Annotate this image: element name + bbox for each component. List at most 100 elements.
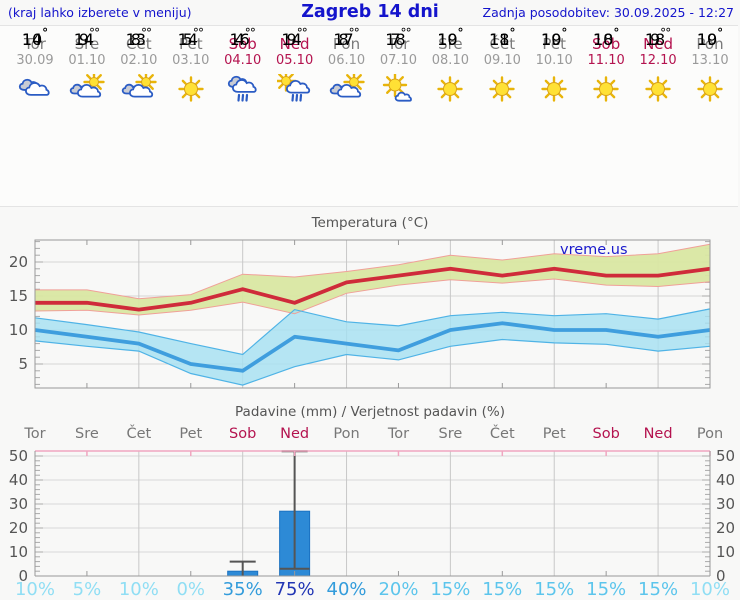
precip-chart-title: Padavine (mm) / Verjetnost padavin (%) [235, 404, 505, 420]
svg-text:10: 10 [9, 321, 28, 339]
min-temp-value: 11° [489, 26, 516, 49]
day-date-label: 09.10 [483, 53, 521, 68]
max-temp-value: 17° [333, 26, 360, 49]
precip-probability-value: 5% [72, 579, 102, 600]
min-temp-value: 10° [541, 26, 568, 49]
day-date-label: 30.09 [16, 53, 54, 68]
rain-icon [215, 74, 271, 106]
svg-text:15: 15 [9, 287, 28, 305]
svg-text:0: 0 [716, 567, 726, 582]
sunny-icon [630, 74, 686, 106]
sunny-icon [526, 74, 582, 106]
max-temp-value: 14° [21, 26, 49, 49]
precip-probability-value: 15% [534, 579, 575, 600]
max-temp-value: 18° [644, 26, 672, 49]
last-update-text: Zadnja posodobitev: 30.09.2025 - 12:27 [482, 5, 734, 20]
precip-day-label: Tor [387, 426, 410, 442]
svg-text:30: 30 [9, 495, 28, 513]
day-name-label: Čet [489, 35, 516, 53]
temperature-chart: 5 10 15 20 vreme.us [9, 239, 711, 389]
max-temp-value: 16° [229, 26, 256, 49]
min-temp-value: 9° [78, 26, 96, 49]
partly-cloudy-icon [111, 71, 167, 106]
max-temp-value: 14° [281, 26, 308, 49]
partly-cloudy-icon [59, 71, 115, 106]
svg-text:10: 10 [716, 543, 735, 561]
day-name-label: Pet [542, 35, 567, 53]
watermark-vreme-us: vreme.us [560, 242, 628, 258]
menu-hint-text: (kraj lahko izberete v meniju) [8, 5, 192, 20]
precip-probability-value: 15% [638, 579, 679, 600]
min-temp-value: 10° [437, 26, 464, 49]
precip-day-label: Pon [333, 426, 360, 442]
svg-text:5: 5 [18, 355, 28, 373]
precip-probability-value: 10% [118, 579, 159, 600]
max-temp-value: 19° [696, 26, 724, 49]
sunny-icon [422, 74, 478, 106]
precip-probability-value: 10% [689, 579, 730, 600]
svg-text:50: 50 [716, 447, 735, 465]
day-date-label: 06.10 [327, 53, 366, 68]
day-date-label: 11.10 [587, 53, 625, 68]
sunny-icon [163, 74, 219, 106]
min-temp-value: 10° [696, 26, 724, 49]
svg-text:20: 20 [9, 519, 28, 537]
day-name-label: Sob [592, 35, 621, 53]
precip-probability-value: 40% [326, 579, 367, 600]
sunny-icon [578, 74, 634, 106]
precip-day-label: Tor [24, 426, 46, 442]
svg-text:40: 40 [716, 471, 735, 489]
sunny-icon [474, 74, 530, 106]
min-temp-value: 10° [592, 26, 620, 49]
precip-probability-value: 35% [222, 579, 263, 600]
precip-day-label: Čet [489, 426, 515, 442]
day-date-label: 07.10 [379, 53, 418, 68]
max-temp-value: 14° [73, 26, 101, 49]
max-temp-value: 19° [437, 26, 464, 49]
svg-text:0: 0 [18, 567, 28, 582]
day-name-label: Sre [438, 35, 463, 53]
day-name-label: Sre [74, 35, 100, 53]
day-date-label: 08.10 [431, 53, 469, 68]
svg-text:20: 20 [9, 253, 28, 271]
temp-chart-title: Temperatura (°C) [311, 215, 429, 231]
min-temp-value: 4° [234, 26, 251, 49]
day-date-label: 02.10 [120, 53, 158, 68]
precipitation-chart: 0 0 10 10 20 20 30 30 40 40 50 50 [9, 447, 735, 582]
precip-probability-value: 15% [430, 579, 471, 600]
precip-day-label: Pet [179, 426, 203, 442]
day-name-label: Sob [228, 35, 257, 53]
svg-text:30: 30 [716, 495, 735, 513]
day-date-label: 12.10 [639, 53, 677, 68]
min-temp-value: 7° [390, 26, 407, 49]
mostly-sunny-icon [370, 72, 426, 106]
min-temp-value: 5° [182, 26, 199, 49]
day-name-label: Pon [696, 35, 724, 53]
day-name-label: Ned [279, 35, 310, 53]
precip-day-label: Sob [592, 426, 620, 442]
svg-text:40: 40 [9, 471, 28, 489]
max-temp-value: 18° [592, 26, 620, 49]
day-date-label: 10.10 [535, 53, 573, 68]
precip-day-label: Sob [229, 426, 257, 442]
day-name-label: Tor [24, 35, 46, 53]
precip-day-label: Ned [280, 426, 310, 442]
page-title: Zagreb 14 dni [301, 2, 439, 22]
precip-probability-value: 15% [586, 579, 627, 600]
precip-probability-value: 20% [378, 579, 419, 600]
day-date-label: 03.10 [172, 53, 210, 68]
max-temp-value: 19° [541, 26, 568, 49]
min-temp-value: 8° [338, 26, 355, 49]
precip-day-label: Sre [75, 426, 99, 442]
forecast-strip: Tor 30.09 14° 10° Sre 01.10 14° 9° Čet 02.10 13° 8°… [0, 25, 738, 207]
precip-day-label: Pet [542, 426, 566, 442]
precip-probability-value: 15% [482, 579, 523, 600]
day-date-label: 13.10 [691, 53, 729, 68]
sun-showers-icon [267, 70, 323, 106]
max-temp-value: 13° [125, 26, 153, 49]
cloudy-icon [7, 74, 63, 106]
max-temp-value: 18° [385, 26, 412, 49]
max-temp-value: 14° [177, 26, 204, 49]
min-temp-value: 9° [649, 26, 667, 49]
precip-probability-value: 10% [14, 579, 55, 600]
